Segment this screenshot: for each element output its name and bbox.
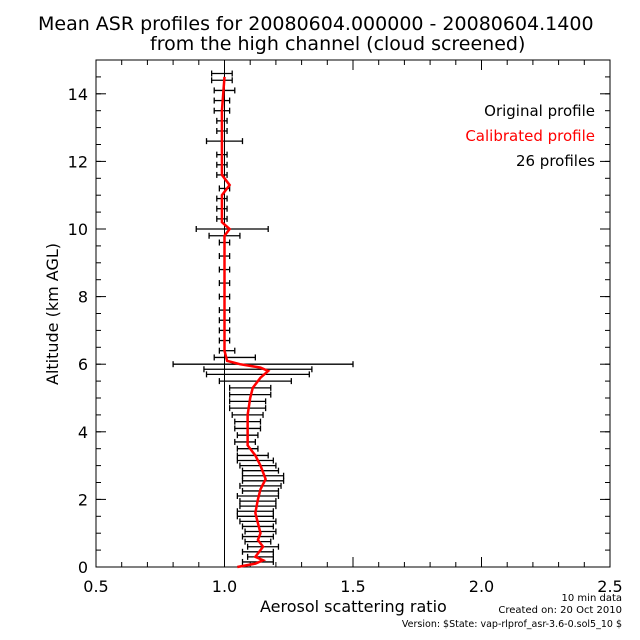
footer-version: Version: $State: vap-rlprof_asr-3.6-0.so…: [402, 619, 622, 630]
legend-original: Original profile: [484, 102, 595, 120]
error-bar: [239, 462, 277, 469]
error-bar: [239, 482, 282, 489]
error-bar: [205, 371, 310, 378]
error-bar: [213, 354, 256, 361]
x-tick-label: 0.5: [83, 577, 108, 596]
error-bar: [218, 347, 236, 354]
x-axis-label: Aerosol scattering ratio: [260, 597, 447, 616]
error-bar: [234, 438, 256, 445]
x-tick-label: 1.0: [212, 577, 237, 596]
error-bar: [210, 77, 233, 84]
original-profile-line: [221, 76, 270, 568]
error-bar: [236, 452, 269, 459]
legend-profile-count: 26 profiles: [516, 152, 595, 170]
error-bar: [246, 553, 274, 560]
error-bar: [218, 378, 292, 385]
error-bar: [172, 361, 354, 368]
error-bar: [205, 138, 244, 145]
error-bar: [236, 457, 274, 464]
calibrated-profile-line: [220, 76, 271, 569]
chart-subtitle: from the high channel (cloud screened): [150, 33, 525, 55]
error-bar: [195, 226, 269, 232]
error-bar: [241, 467, 280, 474]
y-tick-label: 4: [78, 423, 88, 442]
error-bar: [203, 366, 313, 373]
y-tick-label: 12: [68, 152, 88, 171]
y-tick-label: 14: [68, 85, 88, 104]
legend-calibrated: Calibrated profile: [465, 127, 595, 145]
chart-title: Mean ASR profiles for 20080604.000000 - …: [38, 13, 594, 35]
x-tick-label: 2.5: [597, 577, 622, 596]
x-tick-label: 1.5: [340, 577, 365, 596]
y-tick-label: 0: [78, 558, 88, 577]
y-tick-label: 6: [78, 355, 88, 374]
y-axis-label: Altitude (km AGL): [43, 243, 62, 385]
error-bar: [210, 70, 233, 77]
error-bar: [228, 398, 267, 405]
error-bar: [241, 477, 285, 484]
error-bar: [236, 445, 259, 452]
y-tick-label: 10: [68, 220, 88, 239]
footer-data-interval: 10 min data: [562, 593, 622, 604]
error-bar: [228, 384, 272, 391]
x-tick-label: 2.0: [469, 577, 494, 596]
footer-created: Created on: 20 Oct 2010: [498, 605, 622, 616]
error-bar: [239, 503, 277, 510]
y-tick-label: 2: [78, 490, 88, 509]
y-tick-label: 8: [78, 288, 88, 307]
